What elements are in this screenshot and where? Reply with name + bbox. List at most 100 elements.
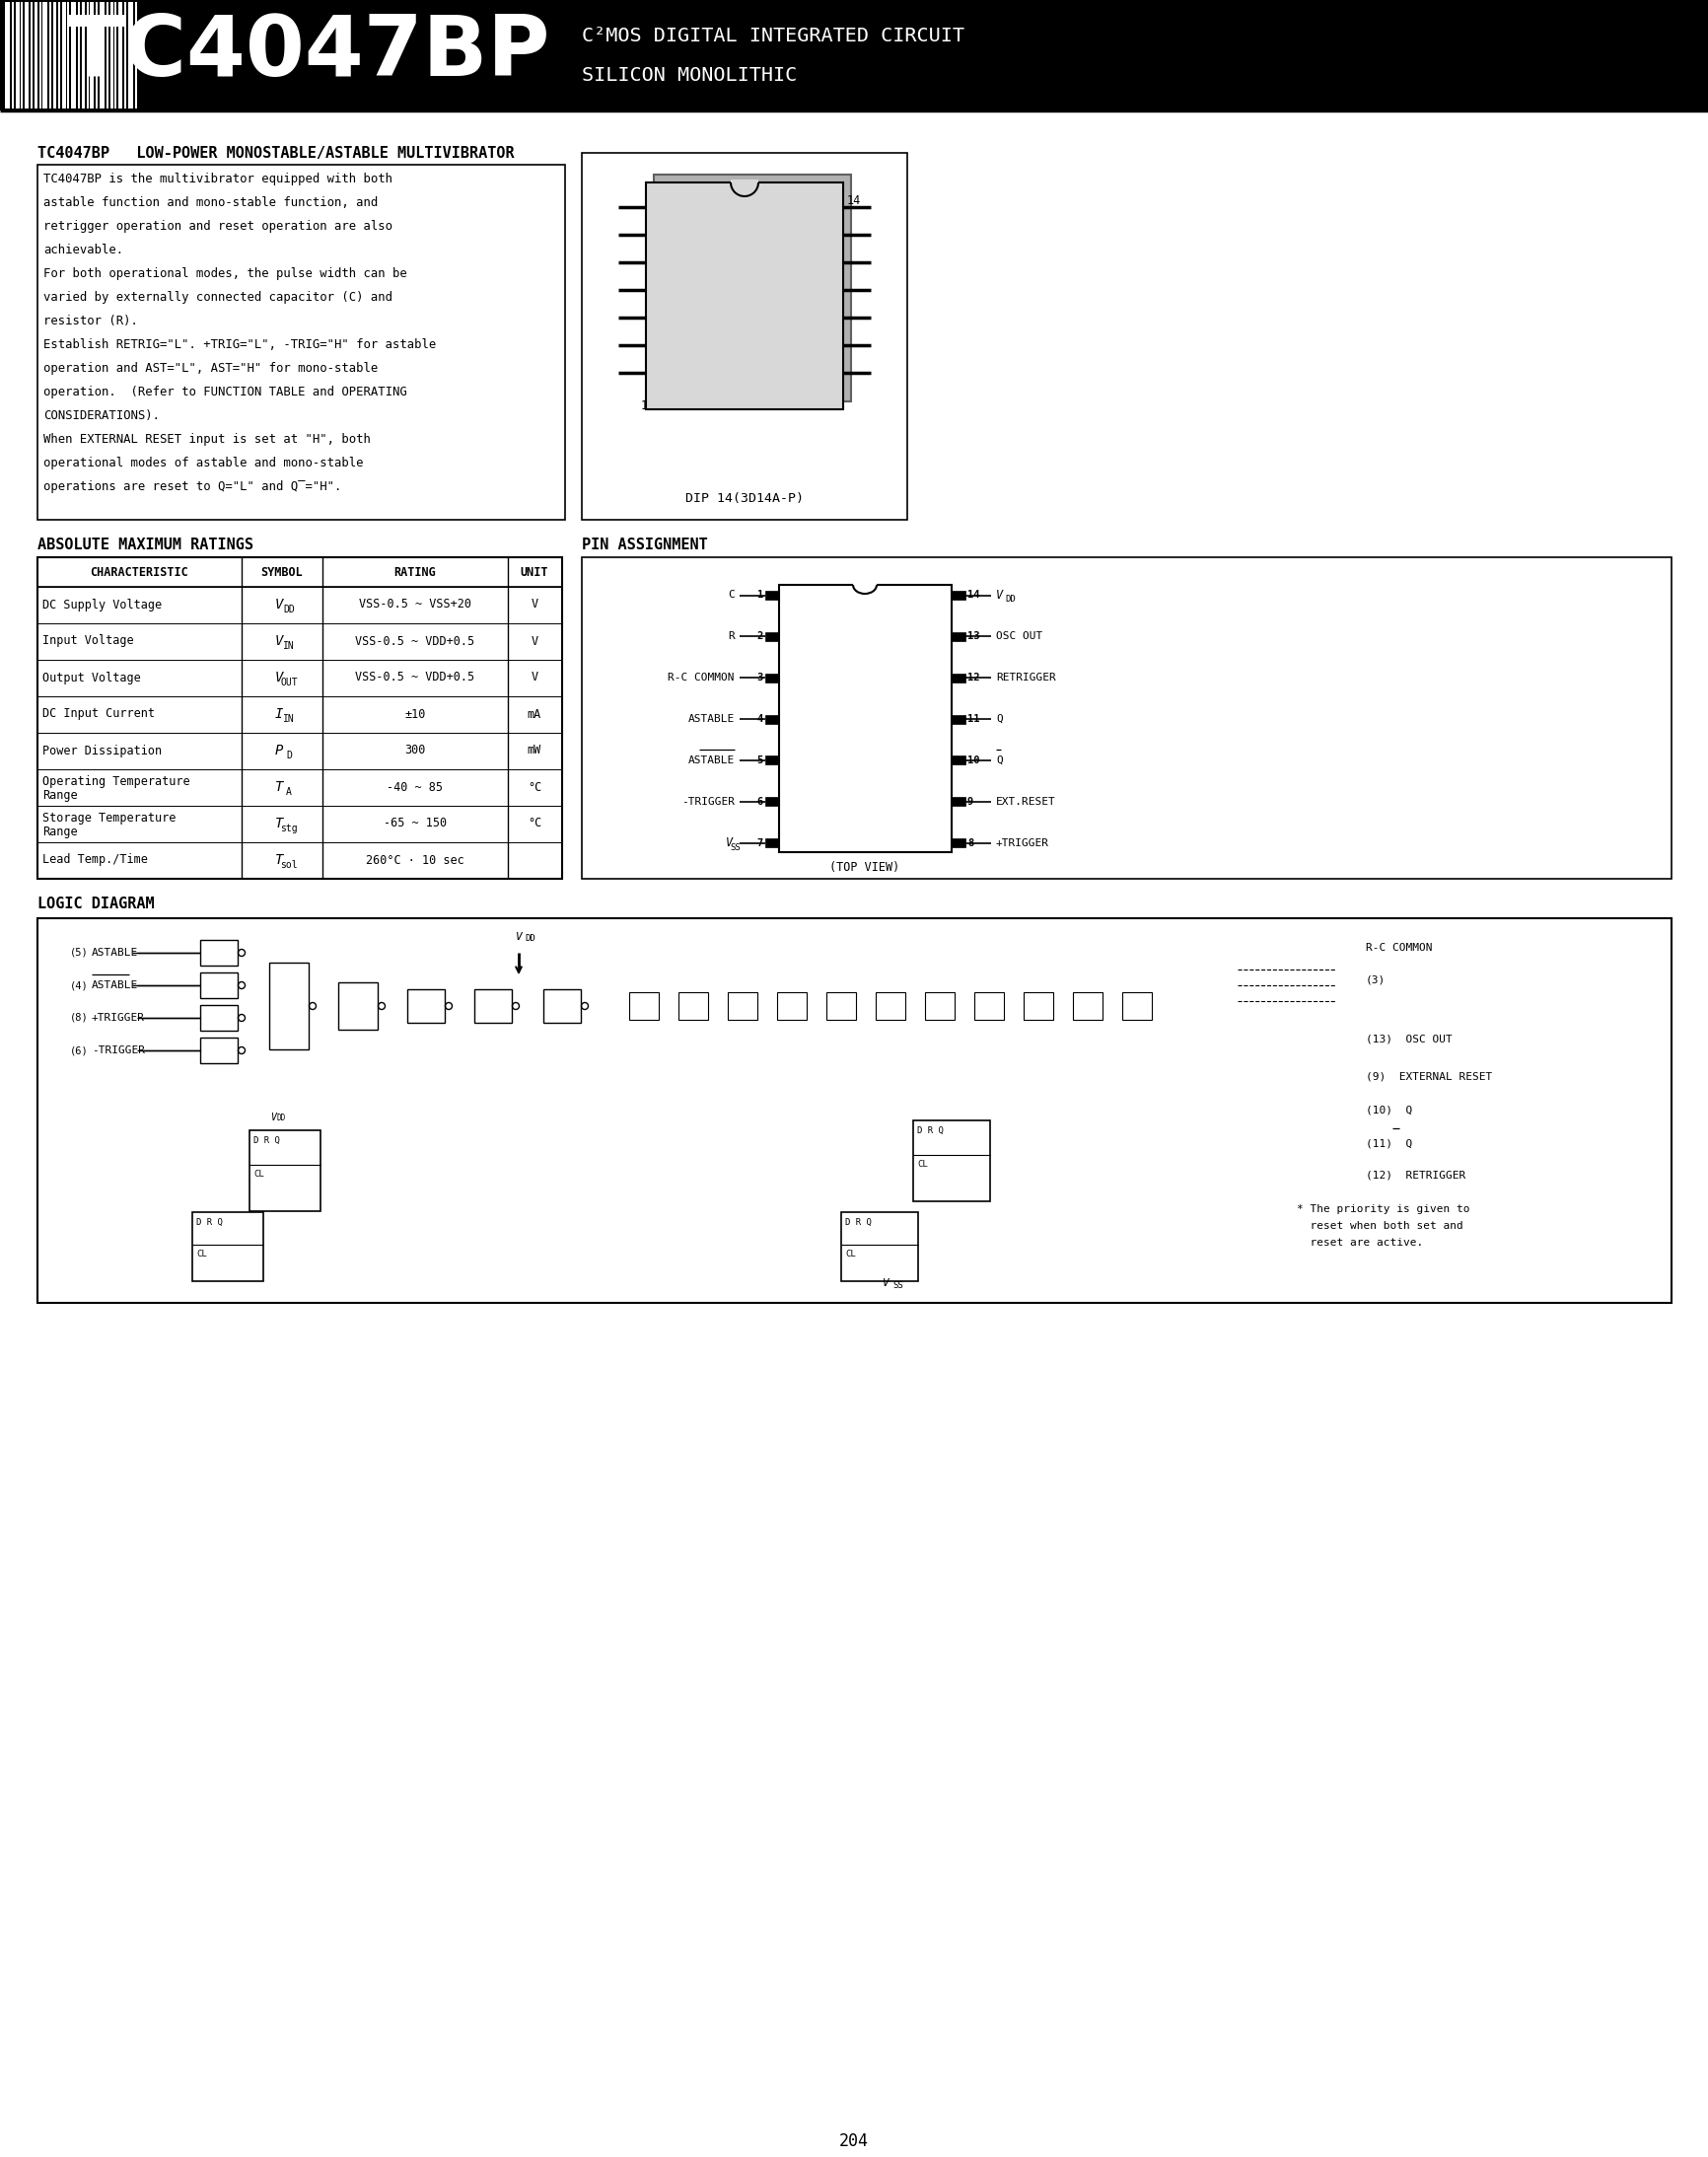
Text: ASTABLE: ASTABLE xyxy=(92,947,138,958)
Text: V: V xyxy=(270,1113,275,1122)
Bar xyxy=(106,2,108,108)
Text: T: T xyxy=(275,781,284,794)
Text: reset when both set and: reset when both set and xyxy=(1296,1221,1462,1232)
Text: CL: CL xyxy=(253,1169,265,1178)
Text: °C: °C xyxy=(528,818,541,830)
Text: (10)  Q: (10) Q xyxy=(1365,1107,1411,1115)
Bar xyxy=(91,2,94,108)
Bar xyxy=(135,2,137,108)
Text: (11)  Q: (11) Q xyxy=(1365,1139,1411,1148)
Bar xyxy=(20,2,24,108)
Text: ABSOLUTE MAXIMUM RATINGS: ABSOLUTE MAXIMUM RATINGS xyxy=(38,537,253,552)
Text: DD: DD xyxy=(277,1113,285,1122)
Bar xyxy=(951,798,965,807)
Text: Range: Range xyxy=(43,826,77,839)
Text: operation and AST="L", AST="H" for mono-stable: operation and AST="L", AST="H" for mono-… xyxy=(43,362,377,375)
Bar xyxy=(38,557,562,878)
Bar xyxy=(53,2,56,108)
Text: When EXTERNAL RESET input is set at "H", both: When EXTERNAL RESET input is set at "H",… xyxy=(43,434,371,446)
Bar xyxy=(1023,992,1052,1020)
Bar xyxy=(118,2,123,108)
Text: IN: IN xyxy=(284,641,294,651)
Bar xyxy=(15,2,19,108)
Text: V: V xyxy=(726,837,733,850)
Text: VSS-0.5 ~ VDD+0.5: VSS-0.5 ~ VDD+0.5 xyxy=(355,671,475,684)
Bar xyxy=(43,2,48,108)
Text: Range: Range xyxy=(43,789,77,802)
Text: 260°C · 10 sec: 260°C · 10 sec xyxy=(366,854,465,867)
Text: T: T xyxy=(275,818,284,830)
Bar xyxy=(72,2,77,108)
Text: 8: 8 xyxy=(967,837,974,848)
Bar xyxy=(924,992,955,1020)
Text: Operating Temperature: Operating Temperature xyxy=(43,774,190,787)
Text: 300: 300 xyxy=(405,744,425,757)
Text: 14: 14 xyxy=(967,591,979,600)
Text: 5: 5 xyxy=(757,755,763,766)
Bar xyxy=(200,1005,237,1031)
Text: 2: 2 xyxy=(757,632,763,641)
Text: +TRIGGER: +TRIGGER xyxy=(92,1014,145,1022)
Text: RATING: RATING xyxy=(395,565,436,578)
Text: CONSIDERATIONS).: CONSIDERATIONS). xyxy=(43,410,159,423)
Text: mA: mA xyxy=(528,707,541,720)
Text: SYMBOL: SYMBOL xyxy=(261,565,302,578)
Bar xyxy=(12,2,14,108)
Text: Output Voltage: Output Voltage xyxy=(43,671,140,684)
Text: T: T xyxy=(275,854,284,867)
Text: TC4047BP: TC4047BP xyxy=(67,13,550,95)
Bar xyxy=(109,2,113,108)
Text: D R Q: D R Q xyxy=(196,1219,222,1227)
Text: 12: 12 xyxy=(967,673,979,682)
Text: +TRIGGER: +TRIGGER xyxy=(996,837,1049,848)
Bar xyxy=(840,1212,917,1281)
Bar xyxy=(58,2,60,108)
Text: R-C COMMON: R-C COMMON xyxy=(668,673,734,682)
Bar xyxy=(765,714,779,723)
Text: sol: sol xyxy=(280,861,297,869)
Text: D: D xyxy=(285,751,292,761)
Text: SS: SS xyxy=(892,1281,902,1290)
Text: TC4047BP   LOW-POWER MONOSTABLE/ASTABLE MULTIVIBRATOR: TC4047BP LOW-POWER MONOSTABLE/ASTABLE MU… xyxy=(38,147,514,162)
Bar xyxy=(951,839,965,848)
Bar xyxy=(765,673,779,682)
Text: Storage Temperature: Storage Temperature xyxy=(43,811,176,824)
Bar xyxy=(200,1038,237,1063)
Text: LOGIC DIAGRAM: LOGIC DIAGRAM xyxy=(38,897,154,910)
Bar xyxy=(0,0,1708,110)
Text: Input Voltage: Input Voltage xyxy=(43,634,133,647)
Text: -65 ~ 150: -65 ~ 150 xyxy=(383,818,446,830)
Text: RETRIGGER: RETRIGGER xyxy=(996,673,1056,682)
Bar xyxy=(128,2,133,108)
Text: V: V xyxy=(996,589,1003,602)
Text: (TOP VIEW): (TOP VIEW) xyxy=(830,861,900,874)
Bar xyxy=(1122,992,1151,1020)
Text: SS: SS xyxy=(729,843,740,852)
Text: DD: DD xyxy=(284,604,294,615)
Text: VSS-0.5 ~ VDD+0.5: VSS-0.5 ~ VDD+0.5 xyxy=(355,634,475,647)
Text: 1: 1 xyxy=(757,591,763,600)
Bar xyxy=(779,585,951,852)
Text: 4: 4 xyxy=(757,714,763,725)
Text: V: V xyxy=(531,597,538,610)
Text: reset are active.: reset are active. xyxy=(1296,1238,1423,1247)
Text: 9: 9 xyxy=(967,796,974,807)
Bar xyxy=(407,990,444,1022)
Bar xyxy=(765,755,779,766)
Text: Lead Temp./Time: Lead Temp./Time xyxy=(43,854,147,867)
Text: D R Q: D R Q xyxy=(917,1126,943,1135)
Text: VSS-0.5 ~ VSS+20: VSS-0.5 ~ VSS+20 xyxy=(359,597,471,610)
Bar xyxy=(5,2,10,108)
Text: 10: 10 xyxy=(967,755,979,766)
Text: CHARACTERISTIC: CHARACTERISTIC xyxy=(91,565,188,578)
Text: For both operational modes, the pulse width can be: For both operational modes, the pulse wi… xyxy=(43,267,407,280)
Bar xyxy=(629,992,658,1020)
Bar xyxy=(765,839,779,848)
Bar xyxy=(31,2,32,108)
Bar xyxy=(731,179,758,196)
Text: ASTABLE: ASTABLE xyxy=(92,981,138,990)
Text: operations are reset to Q="L" and Q̅="H".: operations are reset to Q="L" and Q̅="H"… xyxy=(43,481,342,494)
Text: V: V xyxy=(275,597,284,610)
Text: stg: stg xyxy=(280,824,297,833)
Text: V: V xyxy=(275,671,284,684)
